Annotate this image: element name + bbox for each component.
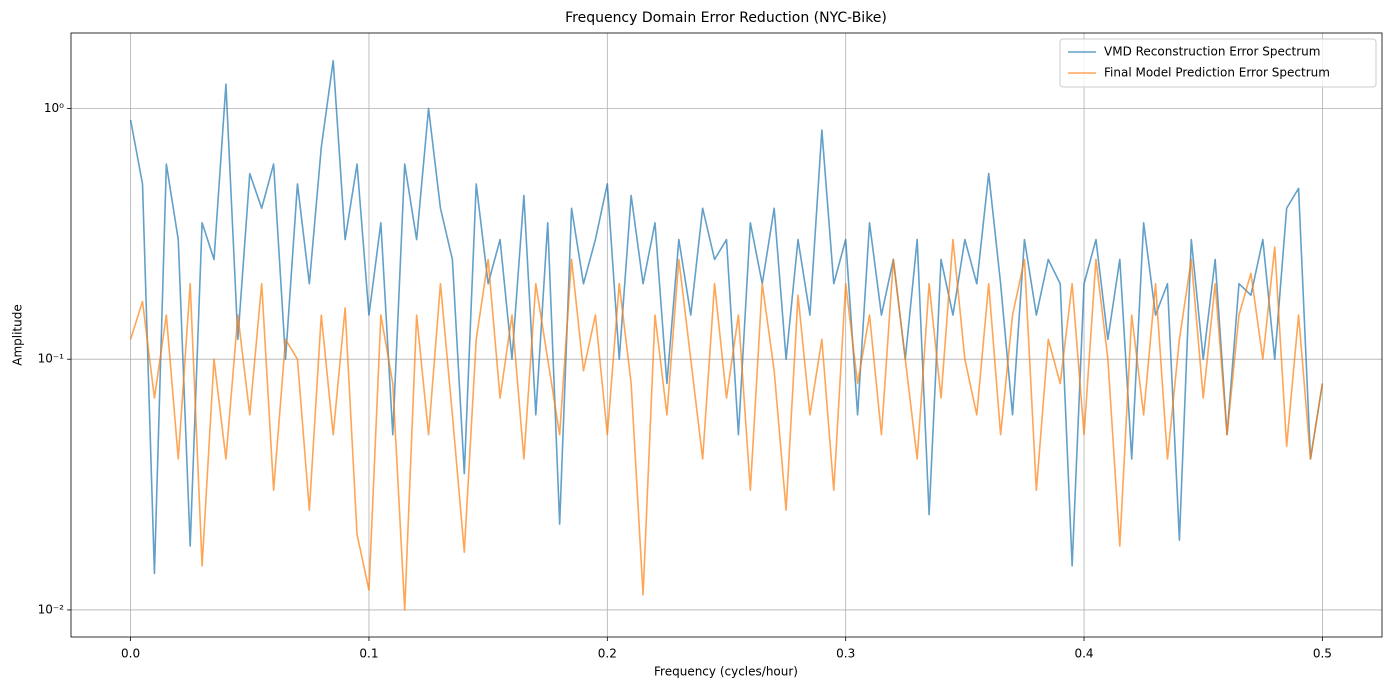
legend-label: Final Model Prediction Error Spectrum <box>1104 66 1330 80</box>
x-axis-label: Frequency (cycles/hour) <box>654 665 798 679</box>
series-line <box>129 238 1324 611</box>
legend-label: VMD Reconstruction Error Spectrum <box>1104 45 1320 59</box>
x-tick-label: 0.1 <box>359 647 378 661</box>
series-line <box>129 59 1324 575</box>
x-tick-label: 0.4 <box>1074 647 1093 661</box>
x-tick-label: 0.3 <box>836 647 855 661</box>
plot-frame <box>70 32 1383 638</box>
y-tick-label: 10⁰ <box>44 101 64 115</box>
chart-title: Frequency Domain Error Reduction (NYC-Bi… <box>565 10 887 26</box>
x-tick-label: 0.0 <box>121 647 140 661</box>
legend-box <box>1059 38 1377 88</box>
y-tick-label: 10⁻¹ <box>38 352 65 366</box>
legend: VMD Reconstruction Error Spectrum Final M… <box>1059 38 1377 88</box>
x-tick-label: 0.5 <box>1313 647 1332 661</box>
x-tick-label: 0.2 <box>598 647 617 661</box>
y-axis-label: Amplitude <box>11 304 25 366</box>
y-tick-label: 10⁻² <box>38 602 65 616</box>
